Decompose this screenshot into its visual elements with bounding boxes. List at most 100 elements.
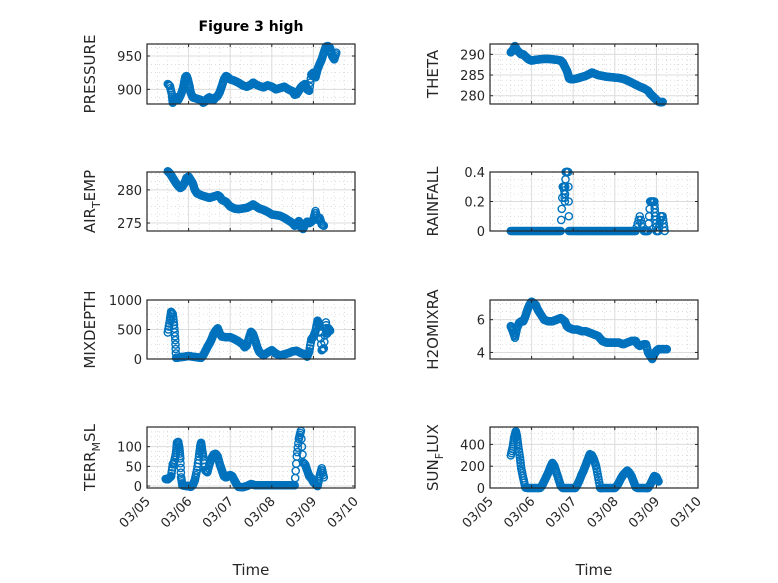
x-axis-label: Time: [575, 561, 613, 579]
data-point: [176, 463, 185, 473]
y-tick-label: 0.2: [464, 196, 485, 211]
y-axis-label: RAINFALL: [424, 166, 442, 237]
x-tick-label: 03/08: [242, 494, 279, 531]
data-point: [170, 331, 180, 341]
subplot-h2omixra: 4 6 H2OMIXRA: [424, 289, 699, 370]
y-tick-label: 1000: [109, 294, 142, 309]
y-tick-label: 0: [134, 480, 142, 495]
data-point: [306, 338, 316, 347]
data-point: [168, 309, 177, 318]
data-point: [168, 463, 177, 472]
y-axis-label: H2OMIXRA: [424, 289, 442, 370]
y-axis-label: THETA: [424, 49, 442, 99]
data-point: [657, 97, 667, 107]
x-tick-label: 03/06: [158, 494, 195, 531]
axes-box: [489, 426, 699, 489]
y-axis-label: SUNFLUX: [424, 424, 446, 491]
data-point: [513, 439, 523, 449]
x-tick-label: 03/08: [585, 494, 622, 531]
data-point: [650, 204, 660, 214]
axes-box: [146, 426, 356, 489]
y-axis-label: AIRTEMP: [81, 170, 103, 233]
y-tick-label: 6: [477, 314, 485, 329]
data-series: [506, 41, 667, 107]
subplot-sun: 0 200 400 SUNFLUX 03/05 03/06 03/07 03/08 03/09 0…: [424, 424, 705, 579]
x-tick-label: 03/09: [283, 494, 320, 531]
data-point: [256, 348, 265, 358]
data-point: [170, 328, 179, 337]
data-point: [297, 442, 307, 451]
y-tick-label: 0: [477, 482, 485, 497]
figure-title: Figure 3 high: [199, 19, 304, 35]
x-tick-label: 03/10: [325, 494, 362, 531]
y-tick-label: 500: [117, 324, 142, 339]
data-series: [506, 297, 672, 364]
x-tick-label: 03/05: [460, 494, 497, 531]
y-axis-label: PRESSURE: [81, 35, 99, 114]
data-point: [564, 211, 574, 221]
y-tick-label: 950: [117, 50, 142, 65]
y-tick-label: 0.4: [464, 166, 485, 181]
y-tick-label: 275: [117, 217, 142, 232]
data-point: [305, 82, 315, 91]
subplot-rainfall: 0 0.2 0.4 RAINFALL: [424, 166, 699, 240]
y-tick-label: 0: [477, 225, 485, 240]
axes-box: [489, 299, 699, 360]
data-point: [165, 473, 174, 483]
data-point: [167, 468, 176, 478]
data-point: [593, 470, 602, 479]
y-tick-label: 400: [460, 438, 485, 453]
x-tick-label: 03/10: [668, 494, 705, 531]
data-point: [297, 434, 306, 444]
y-tick-label: 290: [460, 48, 485, 63]
subplot-mixdepth: 0 500 1000 MIXDEPTH: [81, 290, 356, 369]
y-tick-label: 4: [477, 346, 485, 361]
data-point: [171, 344, 181, 354]
y-tick-label: 0: [134, 353, 142, 368]
x-tick-label: 03/06: [501, 494, 538, 531]
data-point: [557, 204, 567, 214]
data-point: [635, 211, 645, 221]
data-point: [293, 443, 303, 452]
data-point: [171, 340, 180, 349]
data-point: [659, 219, 668, 228]
data-point: [515, 450, 524, 460]
x-axis-label: Time: [232, 561, 270, 579]
data-point: [325, 325, 334, 335]
y-tick-label: 285: [460, 69, 485, 84]
y-axis-label: MIXDEPTH: [81, 290, 99, 368]
subplot-pressure: 900 950 PRESSURE: [81, 35, 356, 114]
data-point: [653, 476, 663, 485]
data-point: [176, 458, 185, 468]
y-tick-label: 100: [117, 441, 142, 456]
data-point: [298, 450, 307, 459]
y-tick-label: 200: [460, 460, 485, 475]
data-series: [163, 307, 335, 363]
axes-box: [146, 43, 356, 105]
data-point: [198, 450, 208, 459]
x-tick-label: 03/07: [200, 494, 237, 531]
data-point: [304, 86, 314, 95]
data-point: [564, 197, 573, 206]
data-series: [163, 167, 329, 234]
axes-box: [146, 171, 356, 232]
data-point: [192, 468, 201, 478]
y-tick-label: 900: [117, 83, 142, 98]
data-point: [661, 344, 671, 354]
x-tick-label: 03/05: [117, 494, 154, 531]
x-tick-label: 03/09: [626, 494, 663, 531]
data-point: [564, 182, 573, 192]
y-tick-label: 280: [460, 90, 485, 105]
data-point: [331, 50, 341, 59]
y-tick-label: 280: [117, 184, 142, 199]
data-point: [318, 470, 328, 480]
data-point: [190, 477, 199, 486]
y-axis-label: TERRMSL: [81, 423, 103, 492]
data-point: [292, 447, 302, 457]
data-series: [161, 426, 329, 492]
y-tick-label: 50: [125, 460, 142, 475]
data-point: [556, 215, 566, 225]
x-tick-label: 03/07: [543, 494, 580, 531]
subplot-theta: 280 285 290 THETA: [424, 41, 699, 107]
